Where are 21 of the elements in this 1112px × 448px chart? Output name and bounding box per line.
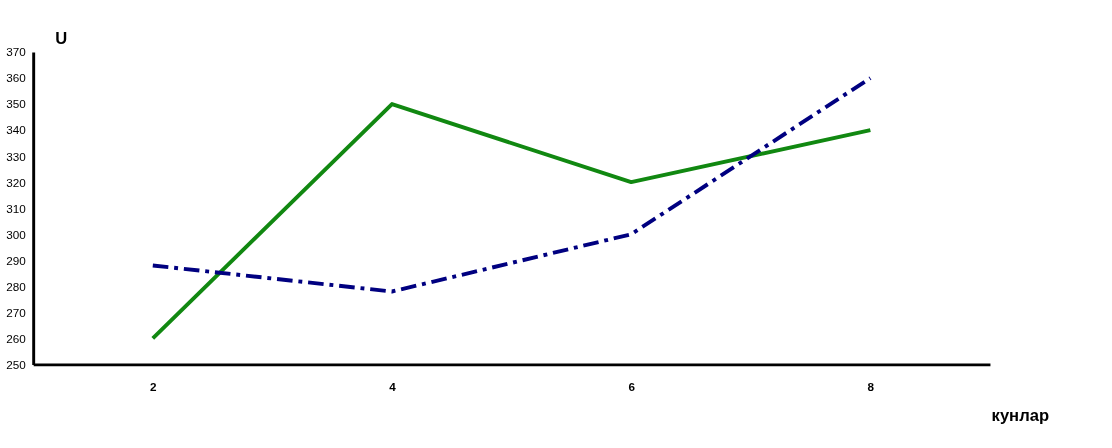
y-tick-label: 250	[6, 357, 27, 371]
x-axis-title: кунлар	[991, 405, 1050, 425]
y-tick-label: 280	[6, 279, 27, 293]
y-tick-label: 350	[6, 97, 27, 111]
y-tick-label: 300	[6, 227, 27, 241]
y-tick-label: 330	[6, 149, 27, 163]
y-tick-label: 340	[6, 123, 27, 137]
y-tick-label: 290	[6, 253, 27, 267]
y-tick-label: 360	[6, 71, 27, 85]
x-tick-label: 6	[628, 380, 636, 394]
x-tick-label: 4	[389, 380, 397, 394]
line-series	[150, 76, 873, 294]
x-tick-label: 2	[150, 380, 158, 394]
y-tick-label: 270	[6, 305, 27, 319]
y-tick-label: 370	[6, 45, 27, 59]
y-tick-label: 310	[6, 201, 27, 215]
line-series	[150, 102, 873, 341]
x-tick-label: 8	[867, 380, 875, 394]
y-tick-label: 260	[6, 331, 27, 345]
y-axis-title: U	[55, 28, 68, 48]
y-tick-label: 320	[6, 175, 27, 189]
